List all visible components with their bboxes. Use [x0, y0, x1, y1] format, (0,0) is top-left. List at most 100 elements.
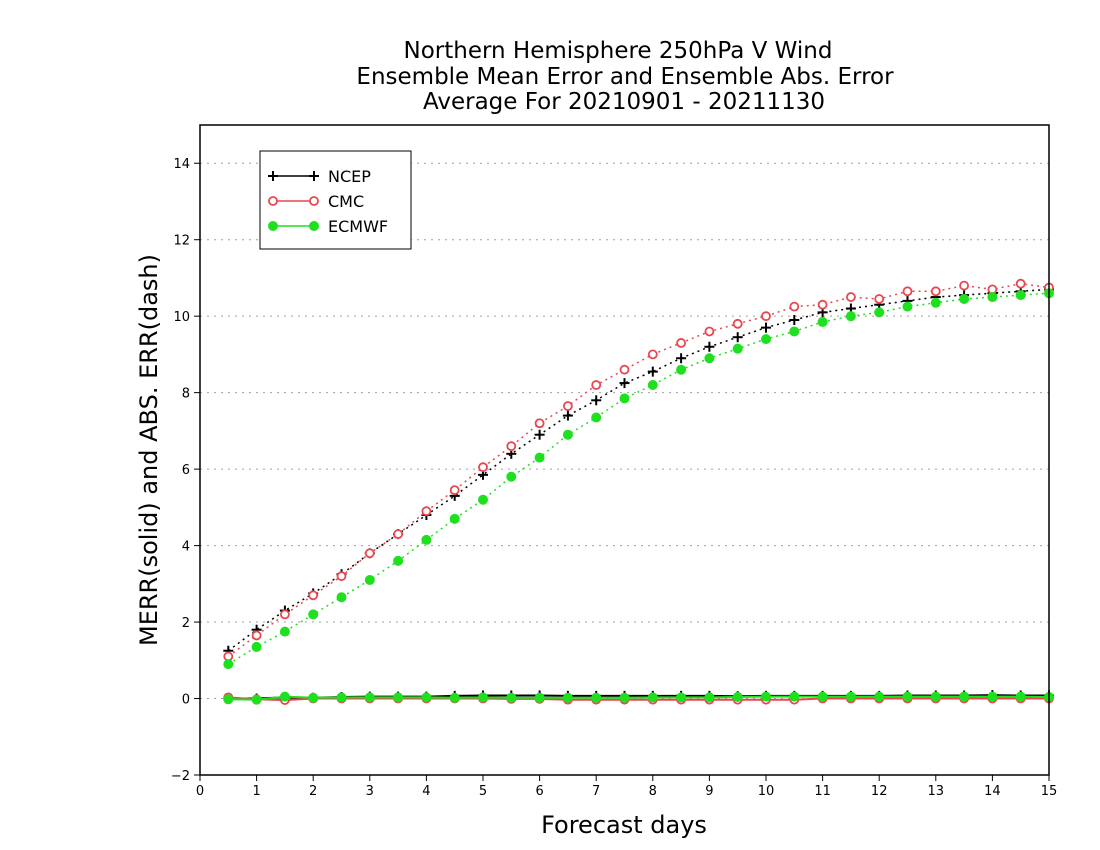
ncep-abs-error-point [562, 410, 573, 421]
ecmwf-abs-error-point [902, 301, 913, 312]
ecmwf-abs-error-point [449, 513, 460, 524]
legend-marker-ncep [268, 171, 278, 181]
ecmwf-abs-error-point [364, 575, 375, 585]
ecmwf-abs-error-point [506, 471, 517, 482]
cmc-abs-error [223, 278, 1054, 662]
ecmwf-mean-error-point [874, 691, 885, 702]
ecmwf-mean-error-point [619, 692, 630, 703]
ecmwf-mean-error-point [308, 692, 319, 703]
legend-label-ecmwf: ECMWF [328, 217, 388, 236]
x-tick-label: 2 [309, 784, 317, 799]
cmc-abs-error-point [336, 571, 347, 582]
x-tick-label: 1 [252, 784, 260, 799]
cmc-abs-error-point [421, 506, 432, 517]
ncep-abs-error-point [647, 366, 658, 377]
cmc-abs-error-point [874, 294, 885, 304]
cmc-abs-error-point [959, 280, 969, 291]
cmc-abs-error-point [930, 286, 941, 297]
y-tick-label: 0 [182, 693, 190, 708]
ecmwf-abs-error-point [421, 534, 432, 545]
chart-title-line-3: Average For 20210901 - 20211130 [423, 89, 825, 115]
ncep-abs-error-point [676, 353, 687, 364]
legend-marker-ecmwf [309, 221, 319, 231]
ecmwf-mean-error-point [591, 692, 602, 703]
y-tick-label: 6 [182, 463, 190, 478]
x-tick-label: 6 [535, 784, 543, 799]
ecmwf-abs-error-point [930, 297, 941, 308]
ncep-abs-error-point [732, 332, 743, 343]
ecmwf-abs-error-point [308, 609, 319, 620]
ecmwf-mean-error-point [421, 692, 432, 703]
y-tick-label: 8 [182, 387, 190, 402]
ncep-abs-error-line [227, 288, 1050, 652]
cmc-abs-error-point [506, 441, 517, 452]
ecmwf-mean-error-point [647, 692, 658, 703]
legend-sample-ecmwf [268, 221, 319, 231]
x-tick-label: 8 [649, 784, 657, 799]
ecmwf-mean-error-point [789, 691, 800, 702]
cmc-abs-error-point [449, 485, 460, 496]
ecmwf-abs-error-point [279, 626, 290, 637]
legend-label-ncep: NCEP [328, 167, 371, 186]
x-tick-label: 3 [366, 784, 374, 799]
cmc-abs-error-point [534, 418, 545, 429]
ncep-abs-error-point [761, 322, 771, 333]
x-tick-label: 4 [422, 784, 430, 799]
cmc-abs-error-point [591, 380, 602, 390]
ecmwf-abs-error-line [227, 292, 1050, 665]
ecmwf-abs-error-point [591, 412, 602, 423]
ecmwf-abs-error-point [761, 334, 771, 345]
cmc-abs-error-point [1015, 278, 1026, 289]
ecmwf-abs-error-point [845, 311, 856, 322]
x-tick-label: 11 [814, 784, 831, 799]
y-tick-label: 12 [173, 234, 190, 249]
cmc-abs-error-point [846, 292, 856, 302]
y-tick-label: 2 [182, 616, 190, 631]
cmc-abs-error-point [817, 299, 828, 310]
ecmwf-abs-error-point [676, 364, 687, 375]
ecmwf-abs-error-point [704, 353, 715, 364]
x-tick-label: 15 [1041, 784, 1058, 799]
ecmwf-abs-error-point [223, 659, 234, 670]
ncep-abs-error-point [789, 315, 800, 325]
legend: NCEP CMC ECMWF [259, 150, 412, 250]
legend-sample-ncep [268, 171, 319, 181]
x-tick-label: 5 [479, 784, 487, 799]
x-tick-label: 13 [928, 784, 945, 799]
chart-title-line-2: Ensemble Mean Error and Ensemble Abs. Er… [356, 64, 894, 90]
ecmwf-abs-error-point [874, 307, 885, 318]
cmc-abs-error-point [676, 338, 686, 348]
ecmwf-mean-error-point [393, 692, 404, 703]
ecmwf-mean-error-point [562, 692, 573, 703]
ncep-abs-error-point [591, 395, 602, 406]
cmc-abs-error-point [732, 318, 743, 329]
x-tick-label: 0 [196, 784, 204, 799]
ecmwf-abs-error-point [1015, 290, 1026, 301]
y-tick-label: −2 [171, 769, 190, 784]
cmc-abs-error-point [704, 326, 715, 337]
ecmwf-abs-error-point [789, 326, 800, 337]
legend-marker-cmc [268, 196, 278, 206]
cmc-abs-error-point [563, 401, 573, 411]
legend-samples [268, 171, 319, 231]
x-tick-label: 10 [758, 784, 775, 799]
cmc-abs-error-point [279, 609, 290, 620]
ecmwf-mean-error-point [364, 692, 375, 703]
x-tick-label: 9 [705, 784, 713, 799]
ecmwf-mean-error-point [478, 692, 488, 703]
ecmwf-abs-error [223, 288, 1054, 670]
y-tick-label: 4 [182, 540, 190, 555]
ecmwf-mean-error-point [506, 692, 517, 703]
x-tick-label: 14 [984, 784, 1001, 799]
x-axis-label: Forecast days [541, 811, 707, 839]
x-tick-label: 12 [871, 784, 888, 799]
cmc-abs-error-point [251, 630, 262, 641]
x-tick-label: 7 [592, 784, 600, 799]
ecmwf-mean-error-point [817, 691, 828, 702]
ecmwf-abs-error-point [987, 292, 998, 303]
legend-marker-ncep [309, 171, 319, 181]
legend-sample-cmc [268, 196, 319, 206]
ecmwf-mean-error-point [251, 694, 262, 705]
ecmwf-abs-error-point [732, 343, 743, 354]
